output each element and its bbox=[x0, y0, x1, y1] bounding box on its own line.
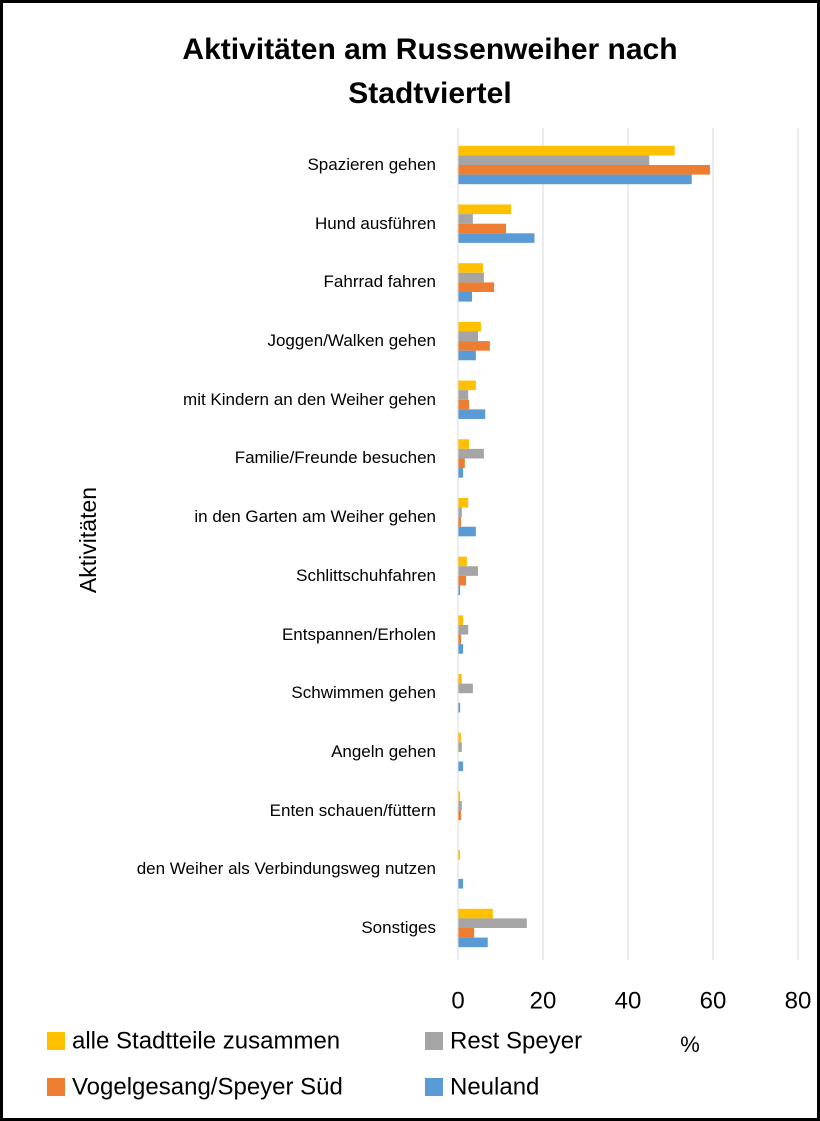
bar bbox=[458, 155, 650, 165]
bar bbox=[458, 468, 464, 478]
title-box: Aktivitäten am Russenweiher nach Stadtvi… bbox=[182, 33, 678, 110]
bar bbox=[458, 350, 476, 361]
bar bbox=[458, 908, 493, 919]
bar bbox=[458, 458, 465, 469]
category-label: Enten schauen/füttern bbox=[269, 800, 436, 820]
bar bbox=[458, 878, 464, 889]
bar bbox=[458, 810, 461, 821]
legend-swatch bbox=[425, 1078, 443, 1096]
bar bbox=[458, 204, 512, 215]
legend-swatch bbox=[47, 1078, 65, 1096]
x-axis-label: % bbox=[680, 1032, 700, 1057]
legend-label: Neuland bbox=[450, 1073, 539, 1100]
bar bbox=[458, 732, 461, 743]
bar bbox=[458, 761, 464, 772]
bar bbox=[458, 850, 461, 860]
bar bbox=[458, 585, 461, 596]
x-tick-label: 80 bbox=[785, 987, 812, 1014]
bar bbox=[458, 918, 527, 928]
chart-title: Aktivitäten am Russenweiher nach Stadtvi… bbox=[182, 33, 678, 110]
bar bbox=[458, 272, 484, 283]
legend-swatch bbox=[47, 1032, 65, 1050]
bar bbox=[458, 507, 462, 518]
bar bbox=[458, 624, 469, 635]
bar bbox=[458, 526, 476, 537]
bar bbox=[458, 791, 461, 802]
bar bbox=[458, 282, 495, 292]
bar bbox=[458, 145, 675, 156]
bar bbox=[458, 742, 462, 752]
bar bbox=[458, 399, 470, 410]
bar bbox=[458, 165, 711, 175]
x-tick-label: 60 bbox=[700, 987, 727, 1014]
category-label: Angeln gehen bbox=[331, 741, 436, 761]
bar bbox=[458, 409, 486, 419]
x-tick-label: 20 bbox=[530, 987, 557, 1014]
category-label: mit Kindern an den Weiher gehen bbox=[183, 389, 436, 409]
category-label: Fahrrad fahren bbox=[323, 272, 436, 292]
bar bbox=[458, 331, 478, 342]
legend-label: Vogelgesang/Speyer Süd bbox=[72, 1073, 343, 1100]
bar bbox=[458, 928, 475, 938]
x-tick-label: 0 bbox=[451, 987, 464, 1014]
y-axis-label: Aktivitäten bbox=[75, 487, 101, 593]
category-label: Familie/Freunde besuchen bbox=[234, 448, 436, 468]
category-label: Schlittschuhfahren bbox=[296, 565, 436, 585]
bar bbox=[458, 634, 461, 645]
bar bbox=[458, 556, 467, 567]
bar bbox=[458, 702, 461, 713]
bar bbox=[458, 801, 462, 811]
bar bbox=[458, 615, 464, 625]
bar bbox=[458, 566, 478, 576]
legend-swatch bbox=[425, 1032, 443, 1050]
category-label: Sonstiges bbox=[361, 918, 436, 937]
bar bbox=[458, 448, 484, 459]
category-label: Joggen/Walken gehen bbox=[267, 331, 436, 351]
bar bbox=[458, 674, 462, 684]
category-label: in den Garten am Weiher gehen bbox=[194, 507, 436, 527]
bar bbox=[458, 937, 488, 948]
bar bbox=[458, 263, 484, 273]
legend-label: alle Stadtteile zusammen bbox=[72, 1027, 340, 1054]
category-label: Spazieren gehen bbox=[307, 155, 436, 174]
x-tick-label: 40 bbox=[615, 987, 642, 1014]
category-label: Entspannen/Erholen bbox=[281, 624, 436, 644]
category-label: den Weiher als Verbindungsweg nutzen bbox=[136, 859, 436, 879]
bar bbox=[458, 174, 692, 185]
bar bbox=[458, 214, 473, 224]
bar bbox=[458, 497, 469, 508]
category-label: Hund ausführen bbox=[315, 213, 436, 233]
bar bbox=[458, 390, 469, 400]
bar bbox=[458, 341, 490, 351]
bar bbox=[458, 644, 464, 654]
bar bbox=[458, 439, 470, 449]
bar bbox=[458, 683, 473, 694]
bar bbox=[458, 321, 481, 332]
bar bbox=[458, 223, 507, 234]
bar bbox=[458, 575, 467, 586]
bar bbox=[458, 380, 476, 391]
legend-label: Rest Speyer bbox=[450, 1027, 582, 1054]
category-label: Schwimmen gehen bbox=[291, 683, 436, 703]
bar bbox=[458, 291, 473, 302]
bar bbox=[458, 233, 535, 243]
bar bbox=[458, 517, 461, 527]
